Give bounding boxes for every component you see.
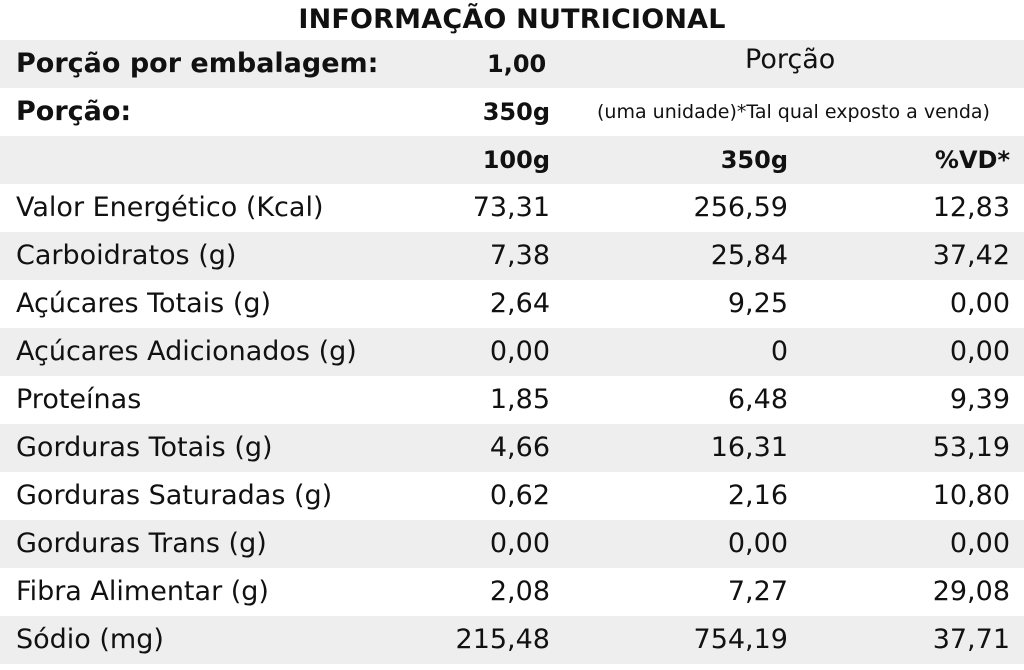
- table-row: Açúcares Adicionados (g) 0,00 0 0,00: [0, 328, 1024, 376]
- value-per-100g: 1,85: [489, 384, 550, 415]
- table-row: Gorduras Trans (g) 0,00 0,00 0,00: [0, 520, 1024, 568]
- value-per-350g: 16,31: [710, 432, 788, 463]
- value-per-350g: 0,00: [727, 528, 788, 559]
- value-per-350g: 9,25: [727, 288, 788, 319]
- value-vd: 37,71: [932, 624, 1010, 655]
- nutrient-name: Gorduras Saturadas (g): [16, 480, 333, 511]
- porcao-heading: Porção: [745, 44, 836, 75]
- portion-row: Porção: 350g (uma unidade)*Tal qual expo…: [0, 88, 1024, 136]
- value-per-350g: 256,59: [693, 192, 788, 223]
- table-title: INFORMAÇÃO NUTRICIONAL: [298, 4, 726, 35]
- value-per-100g: 4,66: [489, 432, 550, 463]
- servings-label: Porção por embalagem:: [16, 48, 379, 79]
- table-row: Carboidratos (g) 7,38 25,84 37,42: [0, 232, 1024, 280]
- nutrient-name: Açúcares Totais (g): [16, 288, 272, 319]
- value-per-100g: 0,62: [489, 480, 550, 511]
- table-row: Gorduras Totais (g) 4,66 16,31 53,19: [0, 424, 1024, 472]
- column-header-row: 100g 350g %VD*: [0, 136, 1024, 184]
- value-per-350g: 6,48: [727, 384, 788, 415]
- value-per-350g: 0: [770, 336, 788, 367]
- value-per-100g: 0,00: [489, 528, 550, 559]
- nutrient-name: Sódio (mg): [16, 624, 164, 655]
- value-per-100g: 215,48: [455, 624, 550, 655]
- value-vd: 12,83: [932, 192, 1010, 223]
- servings-value: 1,00: [487, 50, 547, 78]
- portion-label: Porção:: [16, 96, 132, 127]
- value-per-100g: 0,00: [489, 336, 550, 367]
- column-header-vd: %VD*: [934, 146, 1010, 174]
- value-per-350g: 7,27: [727, 576, 788, 607]
- value-per-100g: 7,38: [489, 240, 550, 271]
- value-per-100g: 73,31: [472, 192, 550, 223]
- column-header-100g: 100g: [482, 146, 550, 174]
- nutrient-name: Proteínas: [16, 384, 142, 415]
- value-vd: 37,42: [932, 240, 1010, 271]
- servings-row: Porção por embalagem: 1,00 Porção: [0, 40, 1024, 88]
- nutrient-name: Fibra Alimentar (g): [16, 576, 269, 607]
- value-vd: 10,80: [932, 480, 1010, 511]
- value-vd: 9,39: [949, 384, 1010, 415]
- value-vd: 29,08: [932, 576, 1010, 607]
- table-row: Fibra Alimentar (g) 2,08 7,27 29,08: [0, 568, 1024, 616]
- table-row: Açúcares Totais (g) 2,64 9,25 0,00: [0, 280, 1024, 328]
- portion-value: 350g: [482, 98, 550, 126]
- value-vd: 0,00: [949, 288, 1010, 319]
- value-vd: 0,00: [949, 528, 1010, 559]
- table-row: Valor Energético (Kcal) 73,31 256,59 12,83: [0, 184, 1024, 232]
- value-per-350g: 2,16: [727, 480, 788, 511]
- value-per-100g: 2,64: [489, 288, 550, 319]
- table-row: Proteínas 1,85 6,48 9,39: [0, 376, 1024, 424]
- nutrient-name: Carboidratos (g): [16, 240, 237, 271]
- nutrient-name: Gorduras Trans (g): [16, 528, 267, 559]
- value-per-350g: 754,19: [693, 624, 788, 655]
- table-row: Gorduras Saturadas (g) 0,62 2,16 10,80: [0, 472, 1024, 520]
- nutrient-rows: Valor Energético (Kcal) 73,31 256,59 12,83 C…: [0, 184, 1024, 664]
- nutrient-name: Gorduras Totais (g): [16, 432, 273, 463]
- value-per-350g: 25,84: [710, 240, 788, 271]
- nutrient-name: Valor Energético (Kcal): [16, 192, 324, 223]
- value-vd: 53,19: [932, 432, 1010, 463]
- table-row: Sódio (mg) 215,48 754,19 37,71: [0, 616, 1024, 664]
- column-header-350g: 350g: [720, 146, 788, 174]
- portion-note: (uma unidade)*Tal qual exposto a venda): [597, 101, 990, 123]
- value-vd: 0,00: [949, 336, 1010, 367]
- nutrient-name: Açúcares Adicionados (g): [16, 336, 357, 367]
- value-per-100g: 2,08: [489, 576, 550, 607]
